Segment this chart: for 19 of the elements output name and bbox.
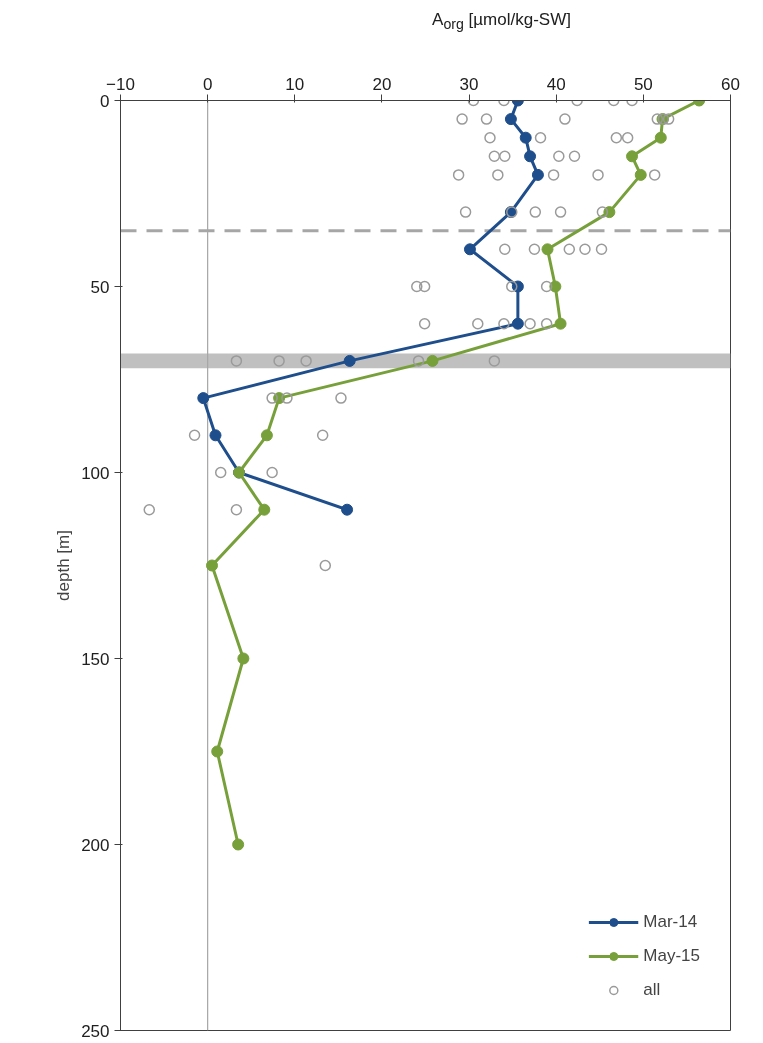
y-tick-label: 50 [90, 277, 110, 297]
x-tick-label: 10 [285, 74, 305, 94]
y-tick-label: 100 [81, 463, 110, 483]
x-tick-label: 30 [459, 74, 479, 94]
x-tick-label: 50 [633, 74, 653, 94]
y-axis-title: depth [m] [54, 530, 74, 601]
legend-label: all [643, 980, 662, 1000]
x-tick-label: 20 [372, 74, 392, 94]
x-axis-title: A$_{org}$ [µmol/kg-SW] [432, 9, 571, 35]
y-tick-label: 0 [100, 91, 110, 111]
legend-label: May-15 [643, 946, 700, 966]
x-tick-label: −10 [106, 74, 135, 94]
x-tick-label: 0 [202, 74, 213, 94]
x-tick-label: 60 [721, 74, 740, 94]
legend-label: Mar-14 [643, 912, 698, 932]
x-tick-label: 40 [546, 74, 566, 94]
y-tick-label: 200 [81, 835, 110, 855]
y-tick-label: 150 [81, 649, 110, 669]
y-tick-label: 250 [81, 1021, 110, 1041]
